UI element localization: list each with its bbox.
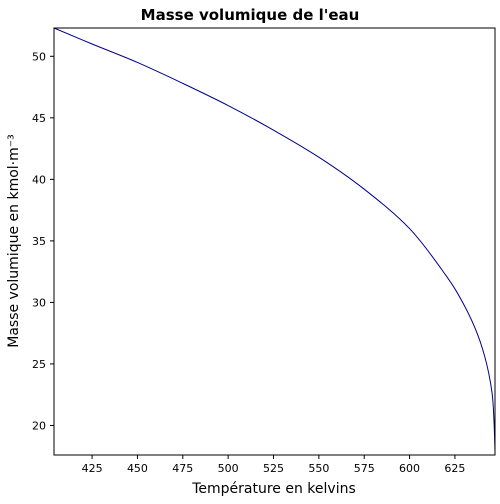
x-tick-label: 425 xyxy=(82,462,103,475)
chart-title: Masse volumique de l'eau xyxy=(141,6,360,24)
x-tick-label: 525 xyxy=(263,462,284,475)
y-axis-label: Masse volumique en kmol·m⁻³ xyxy=(6,134,22,348)
x-tick-label: 575 xyxy=(354,462,375,475)
y-tick-label: 40 xyxy=(32,173,46,186)
series-line xyxy=(53,27,496,452)
x-tick-label: 625 xyxy=(444,462,465,475)
y-tick-label: 35 xyxy=(32,235,46,248)
y-tick-label: 30 xyxy=(32,296,46,309)
x-tick-label: 500 xyxy=(218,462,239,475)
data-layer xyxy=(53,27,496,452)
x-axis-ticks: 425 450 475 500 525 550 575 600 625 xyxy=(82,455,465,475)
x-axis-label: Température en kelvins xyxy=(191,481,356,497)
x-tick-label: 600 xyxy=(399,462,420,475)
x-tick-label: 475 xyxy=(172,462,193,475)
y-axis-ticks: 20 25 30 35 40 45 50 xyxy=(32,50,54,432)
y-tick-label: 25 xyxy=(32,358,46,371)
x-tick-label: 450 xyxy=(127,462,148,475)
x-tick-label: 550 xyxy=(308,462,329,475)
y-tick-label: 50 xyxy=(32,50,46,63)
plot-area-frame xyxy=(53,27,496,456)
y-tick-label: 45 xyxy=(32,112,46,125)
y-tick-label: 20 xyxy=(32,419,46,432)
